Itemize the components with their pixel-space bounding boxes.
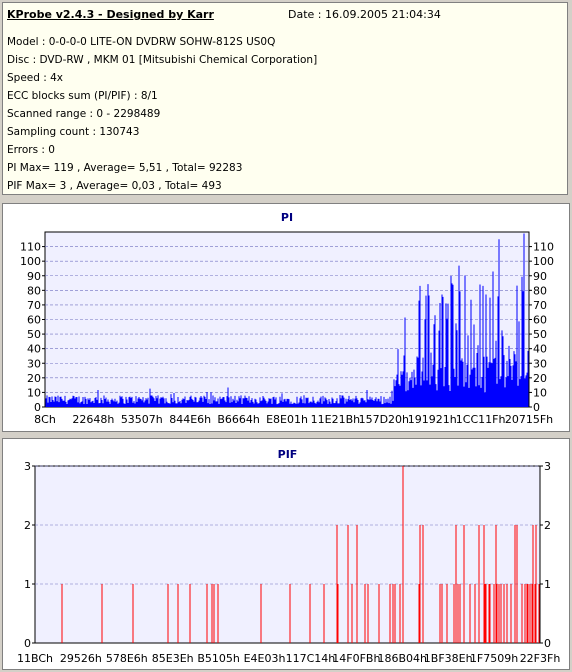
x-tick-label: 844E6h	[169, 413, 211, 426]
bar-series	[45, 233, 529, 407]
x-tick-label: 578E6h	[106, 652, 148, 665]
y-tick-label-right: 30	[533, 357, 547, 370]
y-tick-label-right: 100	[533, 255, 554, 268]
y-tick-label-left: 1	[24, 578, 31, 591]
x-tick-label: B6664h	[217, 413, 260, 426]
x-tick-label: 157D20h	[359, 413, 409, 426]
app-title: KProbe v2.4.3 - Designed by Karr	[7, 8, 214, 21]
y-tick-label-right: 80	[533, 284, 547, 297]
bar-series	[61, 466, 540, 643]
info-panel: KProbe v2.4.3 - Designed by Karr Date : …	[2, 2, 568, 195]
info-pi-summary: PI Max= 119 , Average= 5,51 , Total= 922…	[7, 162, 243, 174]
y-tick-label-left: 20	[27, 372, 41, 385]
x-tick-label: B5105h	[197, 652, 240, 665]
x-tick-label: 22F3Fh	[520, 652, 561, 665]
pif-chart-panel: PIF 0 0 1 1 2 2 3 3 11BCh 29526h 578E6h 85E3Eh B5105h…	[2, 438, 570, 670]
info-scanned-range: Scanned range : 0 - 2298489	[7, 108, 161, 120]
y-tick-label-right: 60	[533, 314, 547, 327]
info-model: Model : 0-0-0-0 LITE-ON DVDRW SOHW-812S …	[7, 36, 276, 48]
x-tick-label: 8Ch	[34, 413, 56, 426]
x-tick-label: 1BF38Eh	[424, 652, 473, 665]
pi-chart-panel: PI 0 0 10 10 20 20 30 30 40 40 50 50 60 60 70 70 80 80 90 90…	[2, 203, 570, 432]
x-tick-label: 11E21Bh	[311, 413, 360, 426]
x-tick-label: 1CC11Fh	[456, 413, 506, 426]
info-errors: Errors : 0	[7, 144, 55, 156]
y-tick-label-right: 0	[544, 637, 551, 650]
x-tick-label: 186B04h	[378, 652, 428, 665]
info-ecc-sum: ECC blocks sum (PI/PIF) : 8/1	[7, 90, 158, 102]
x-tick-label: E8E01h	[266, 413, 308, 426]
info-speed: Speed : 4x	[7, 72, 64, 84]
y-tick-label-left: 80	[27, 284, 41, 297]
y-tick-label-right: 50	[533, 328, 547, 341]
y-tick-label-right: 3	[544, 460, 551, 473]
y-tick-label-left: 10	[27, 386, 41, 399]
y-tick-label-right: 20	[533, 372, 547, 385]
y-tick-label-left: 30	[27, 357, 41, 370]
x-tick-label: 20715Fh	[505, 413, 553, 426]
x-tick-label: E4E03h	[244, 652, 286, 665]
y-tick-label-left: 0	[34, 401, 41, 414]
x-tick-label: 29526h	[60, 652, 102, 665]
y-tick-label-right: 2	[544, 519, 551, 532]
y-tick-label-left: 70	[27, 299, 41, 312]
y-tick-label-right: 110	[533, 241, 554, 254]
y-tick-label-left: 50	[27, 328, 41, 341]
x-tick-label: 117C14h	[286, 652, 336, 665]
y-tick-label-left: 2	[24, 519, 31, 532]
y-tick-label-right: 0	[533, 401, 540, 414]
y-tick-label-left: 60	[27, 314, 41, 327]
x-tick-label: 22648h	[72, 413, 114, 426]
info-pif-summary: PIF Max= 3 , Average= 0,03 , Total= 493	[7, 180, 222, 192]
chart-title: PI	[281, 211, 293, 224]
y-tick-label-left: 3	[24, 460, 31, 473]
y-tick-label-right: 1	[544, 578, 551, 591]
pif-chart: PIF 0 0 1 1 2 2 3 3 11BCh 29526h 578E6h 85E3Eh B5105h…	[17, 448, 561, 665]
y-tick-label-right: 40	[533, 343, 547, 356]
chart-title: PIF	[278, 448, 298, 461]
x-tick-label: 85E3Eh	[152, 652, 194, 665]
y-tick-label-left: 0	[24, 637, 31, 650]
x-tick-label: 53507h	[121, 413, 163, 426]
x-tick-label: 191921h	[408, 413, 457, 426]
y-tick-label-left: 110	[20, 241, 41, 254]
y-tick-label-left: 90	[27, 270, 41, 283]
x-tick-label: 1F7509h	[470, 652, 518, 665]
x-tick-label: 14F0FBh	[332, 652, 380, 665]
y-tick-label-right: 90	[533, 270, 547, 283]
y-tick-label-right: 70	[533, 299, 547, 312]
y-tick-label-right: 10	[533, 386, 547, 399]
y-tick-label-left: 40	[27, 343, 41, 356]
info-sampling-count: Sampling count : 130743	[7, 126, 140, 138]
x-tick-label: 11BCh	[17, 652, 53, 665]
scan-date: Date : 16.09.2005 21:04:34	[288, 8, 441, 21]
y-tick-label-left: 100	[20, 255, 41, 268]
info-disc: Disc : DVD-RW , MKM 01 [Mitsubishi Chemi…	[7, 54, 318, 66]
